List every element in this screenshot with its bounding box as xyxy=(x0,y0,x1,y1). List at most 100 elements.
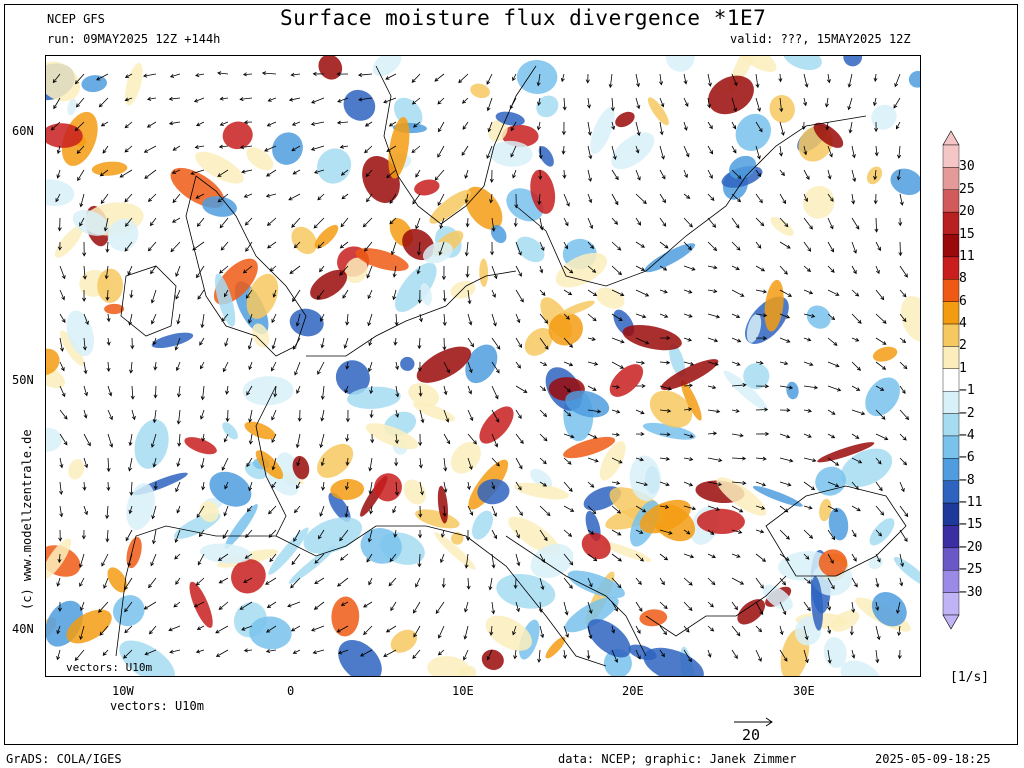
wind-vector xyxy=(79,577,85,587)
field-blob xyxy=(817,442,875,463)
field-blob xyxy=(708,75,754,115)
wind-vector xyxy=(266,121,277,127)
colorbar-level-label: 8 xyxy=(959,271,967,287)
wind-vector xyxy=(224,481,229,490)
wind-vector xyxy=(437,649,445,656)
field-blob xyxy=(104,303,125,315)
wind-vector xyxy=(463,649,469,661)
field-blob xyxy=(516,236,545,263)
wind-vector xyxy=(731,649,738,660)
field-blob xyxy=(680,380,702,421)
wind-vector xyxy=(587,601,593,615)
field-blob xyxy=(545,636,566,659)
wind-vector xyxy=(310,145,325,151)
wind-vector xyxy=(707,649,712,658)
wind-vector xyxy=(635,553,644,562)
wind-vector xyxy=(58,529,63,542)
wind-vector xyxy=(127,265,133,276)
wind-vector xyxy=(268,529,277,538)
wind-vector xyxy=(874,121,879,133)
wind-vector xyxy=(264,145,277,152)
scandinavia-coast xyxy=(375,65,537,225)
wind-vector xyxy=(851,553,857,562)
wind-vector xyxy=(587,289,598,297)
wind-vector xyxy=(152,337,157,346)
wind-vector xyxy=(848,121,853,134)
field-blob xyxy=(470,83,490,99)
wind-vector xyxy=(243,193,253,198)
wind-vector xyxy=(247,337,253,350)
wind-vector xyxy=(587,505,597,515)
wind-vector xyxy=(79,625,85,641)
wind-vector xyxy=(611,361,625,369)
wind-vector xyxy=(463,625,469,640)
wind-vector xyxy=(439,217,445,229)
wind-vector xyxy=(124,193,133,203)
wind-vector xyxy=(803,553,810,560)
wind-vector xyxy=(491,481,496,490)
wind-vector xyxy=(731,145,737,154)
wind-vector xyxy=(875,337,887,345)
data-credit: data: NCEP; graphic: Janek Zimmer xyxy=(558,752,797,766)
wind-vector xyxy=(368,337,373,347)
wind-vector xyxy=(124,145,133,153)
wind-vector xyxy=(265,649,277,654)
wind-vector xyxy=(320,457,325,467)
wind-vector xyxy=(587,145,593,160)
wind-vector xyxy=(124,121,133,129)
wind-vector xyxy=(659,121,664,136)
watermark: (c) www.modellzentrale.de xyxy=(20,429,34,610)
wind-vector xyxy=(491,529,497,540)
wind-vector xyxy=(266,601,277,608)
colorbar-box xyxy=(942,256,960,280)
wind-vector xyxy=(190,169,205,175)
wind-vector xyxy=(269,265,277,272)
wind-vector xyxy=(875,289,885,301)
wind-vector xyxy=(896,601,901,614)
lon-label-10w: 10W xyxy=(112,684,134,698)
reference-arrow-icon xyxy=(734,717,773,727)
field-blob xyxy=(644,243,696,273)
wind-vector xyxy=(107,433,114,448)
mediterranean-coast xyxy=(275,525,607,667)
colorbar-level-label: 30 xyxy=(959,159,975,175)
wind-vector xyxy=(343,337,349,349)
wind-vector xyxy=(291,121,301,126)
wind-vector xyxy=(851,505,861,512)
wind-vector xyxy=(779,241,791,249)
wind-vector xyxy=(443,481,448,493)
wind-vector xyxy=(462,121,469,130)
wind-vector xyxy=(217,553,229,561)
wind-vector xyxy=(53,97,61,110)
wind-vector xyxy=(443,409,450,423)
field-blob xyxy=(272,132,303,165)
wind-vector xyxy=(659,432,671,437)
wind-vector xyxy=(683,193,691,199)
wind-vector xyxy=(217,169,229,177)
wind-vector xyxy=(386,145,397,152)
wind-vector xyxy=(292,169,301,175)
colorbar-level-label: 20 xyxy=(959,204,975,220)
wind-vector xyxy=(635,577,642,586)
wind-vector xyxy=(563,409,572,417)
wind-vector xyxy=(893,97,901,109)
wind-vector xyxy=(243,577,253,583)
wind-vector xyxy=(267,97,277,102)
field-blob xyxy=(530,169,556,214)
wind-vector xyxy=(265,577,277,585)
wind-vector xyxy=(707,121,713,130)
wind-vector xyxy=(123,649,133,659)
wind-vector xyxy=(683,407,693,412)
ireland-coast xyxy=(120,265,177,337)
field-blob xyxy=(246,273,279,319)
wind-vector xyxy=(443,385,448,396)
wind-vector xyxy=(458,73,469,84)
wind-vector xyxy=(271,457,277,471)
wind-vector xyxy=(83,457,89,469)
wind-vector xyxy=(587,409,602,414)
colorbar-box xyxy=(942,167,960,190)
wind-vector xyxy=(417,337,422,350)
wind-vector xyxy=(515,481,522,491)
wind-vector xyxy=(683,73,688,85)
wind-vector xyxy=(683,313,693,318)
